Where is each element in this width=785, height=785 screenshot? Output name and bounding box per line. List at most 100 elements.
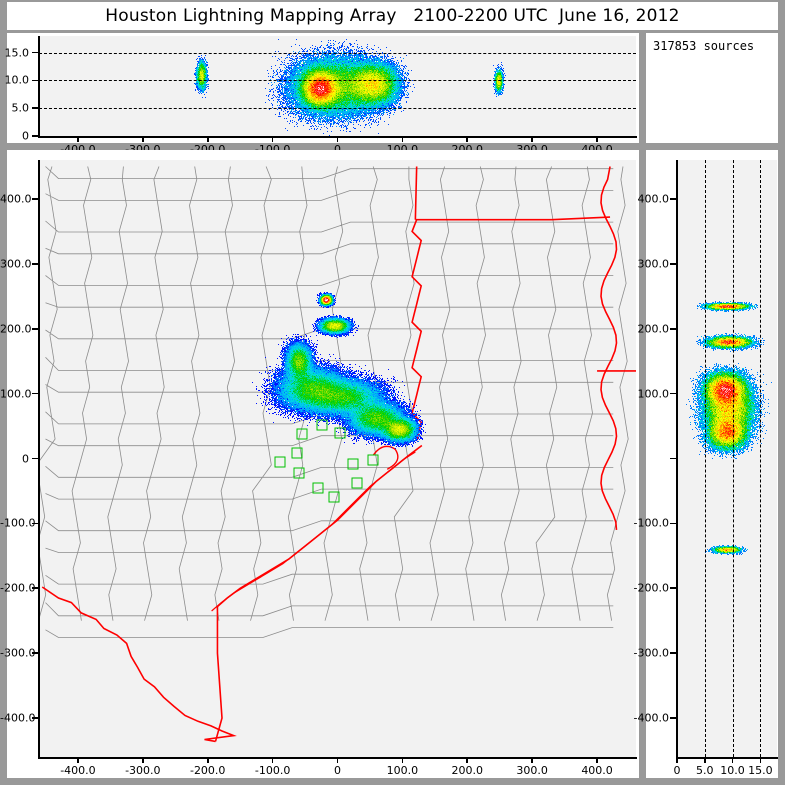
sources-count-label: 317853 sources [653,39,755,53]
top-panel-plot-area [39,36,636,136]
right-panel-y-tick-label: -100.0 [633,516,669,530]
top-panel-y-tick-label: 10.0 [4,73,30,87]
top-panel-y-tick-label: 5.0 [11,101,30,115]
main-map-x-tick-label: -200.0 [189,764,226,777]
top-panel-x-tick [271,136,274,142]
top-panel-y-tick-label: 15.0 [4,46,30,60]
main-map-y-tick [32,198,39,200]
main-map-y-tick [32,327,39,330]
main-map-y-tick-label: 0 [22,452,29,465]
right-panel-gridline [760,160,762,757]
main-map-plot-area [39,160,636,757]
main-map-y-tick [32,392,39,395]
right-panel-y-tick-label: 300.0 [637,257,670,271]
top-panel-x-tick [206,136,209,142]
main-map-y-tick-label: -200.0 [0,581,36,595]
main-map-x-tick-label: 200.0 [451,764,484,777]
main-map-density-canvas [39,160,636,757]
main-map-y-tick [32,587,39,590]
top-panel-x-tick [531,136,533,142]
right-panel-x-tick-label: 10.0 [720,764,745,777]
right-panel-x-tick [731,757,734,763]
main-map-x-tick [531,757,533,763]
lma-station-marker [291,447,303,459]
right-panel-y-tick [670,522,677,525]
top-panel-x-tick [596,136,598,142]
main-map-x-tick-label: 100.0 [386,764,419,777]
right-panel-x-tick [703,757,706,763]
right-panel-y-tick-label: 400.0 [637,192,670,206]
main-map-x-tick [206,757,209,763]
top-panel-y-tick [32,79,39,82]
title-bar: Houston Lightning Mapping Array 2100-220… [7,2,778,30]
lma-station-marker [328,491,340,503]
main-map-x-tick-label: -300.0 [125,764,161,777]
right-panel-y-tick [670,263,677,265]
top-panel-gridline [39,52,636,54]
right-panel-y-tick-label: -200.0 [633,581,669,595]
right-panel-y-tick [670,392,677,395]
right-panel-y-tick [670,652,677,654]
top-panel-x-tick [336,136,339,142]
right-panel-x-tick [676,757,678,763]
main-map-x-tick [77,757,79,763]
page-title: Houston Lightning Mapping Array 2100-220… [105,6,680,26]
right-panel-gridline [732,160,734,757]
main-map-y-tick-label: -300.0 [0,646,36,660]
main-map-y-tick [32,263,39,265]
right-panel-x-tick-label: 0 [673,764,681,777]
main-map-x-tick [271,757,274,763]
top-panel-density-canvas [39,36,636,136]
top-panel-x-tick [401,136,404,142]
right-panel-y-tick [670,717,677,719]
right-panel-y-tick [670,587,677,590]
lma-station-marker [347,458,359,470]
top-panel-x-tick [466,136,469,142]
main-map-y-tick [32,652,39,654]
main-map-y-tick-label: 100.0 [0,387,32,401]
top-panel-y-tick [32,107,39,110]
top-panel-x-tick [142,136,144,142]
top-panel-gridline [39,108,636,110]
main-map-x-tick-label: 300.0 [516,764,548,777]
main-map-y-tick-label: -400.0 [0,711,36,725]
main-map-y-tick-label: -100.0 [0,516,36,530]
right-panel-y-tick [670,198,677,200]
right-panel-x-axis-line [676,757,778,759]
main-map-y-tick [32,522,39,525]
lma-station-marker [351,477,363,489]
right-panel-y-tick-label: -400.0 [633,711,669,725]
lma-station-marker [274,456,286,468]
lma-station-marker [296,428,308,440]
main-map-x-tick [142,757,144,763]
right-panel-x-tick [759,757,762,763]
main-map-y-tick-label: 200.0 [0,322,32,336]
top-panel-gridline [39,80,636,82]
lma-station-marker [312,482,324,494]
top-panel-y-tick [32,135,39,137]
main-map-x-tick-label: -400.0 [60,764,96,777]
right-panel-density-canvas [677,160,777,757]
right-panel-y-tick-label: -300.0 [633,646,669,660]
top-panel-x-tick-label: 0 [334,143,341,156]
main-map-x-tick-label: -100.0 [254,764,291,777]
right-panel-x-tick-label: 5.0 [696,764,714,777]
lma-station-marker [293,467,305,479]
right-panel-gridline [704,160,706,757]
main-map-x-tick [466,757,469,763]
main-map-x-tick [596,757,598,763]
right-panel-y-tick-label: 200.0 [637,322,670,336]
main-map-x-tick-label: 0 [334,764,341,777]
main-map-x-tick [401,757,404,763]
right-panel-y-tick [670,457,677,460]
main-map-x-tick [336,757,339,763]
main-map-y-tick [32,717,39,719]
right-panel-y-tick-label: 100.0 [637,387,670,401]
main-map-x-tick-label: 400.0 [581,764,613,777]
top-panel-y-tick [32,51,39,54]
right-panel-plot-area [677,160,777,757]
main-map-y-tick-label: 400.0 [0,192,32,206]
lma-station-marker [367,454,379,466]
lma-station-marker [316,419,328,431]
